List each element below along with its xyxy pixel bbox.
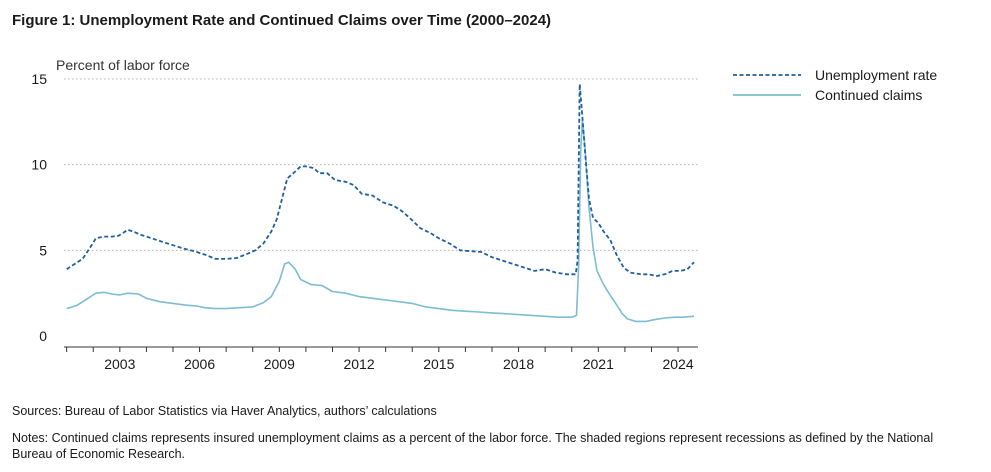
legend-label: Unemployment rate [815, 67, 937, 83]
x-tick-label: 2021 [583, 356, 614, 372]
x-tick-label: 2009 [264, 356, 295, 372]
x-tick-label: 2018 [503, 356, 534, 372]
y-tick-labels: 0 5 10 15 [31, 71, 47, 344]
x-tick-label: 2003 [104, 356, 135, 372]
x-tick-label: 2015 [423, 356, 454, 372]
y-tick-label: 5 [39, 242, 47, 258]
y-tick-label: 15 [31, 71, 47, 87]
x-axis: 2003 2006 2009 2012 2015 2018 2021 2024 [64, 346, 698, 372]
x-tick-label: 2012 [343, 356, 374, 372]
series-unemployment-rate-line [66, 83, 695, 277]
y-tick-label: 10 [31, 157, 47, 173]
data-series [66, 83, 695, 323]
notes-text: Notes: Continued claims represents insur… [12, 431, 934, 461]
legend: Unemployment rate Continued claims [733, 67, 937, 103]
y-tick-label: 0 [39, 328, 47, 344]
sources-note: Sources: Bureau of Labor Statistics via … [12, 404, 437, 418]
x-tick-label: 2006 [184, 356, 215, 372]
figure-title: Figure 1: Unemployment Rate and Continue… [12, 12, 552, 29]
y-axis-label: Percent of labor force [56, 57, 190, 73]
legend-label: Continued claims [815, 87, 922, 103]
gridlines [64, 78, 698, 251]
series-continued-claims-line [66, 119, 695, 323]
x-tick-label: 2024 [662, 356, 693, 372]
